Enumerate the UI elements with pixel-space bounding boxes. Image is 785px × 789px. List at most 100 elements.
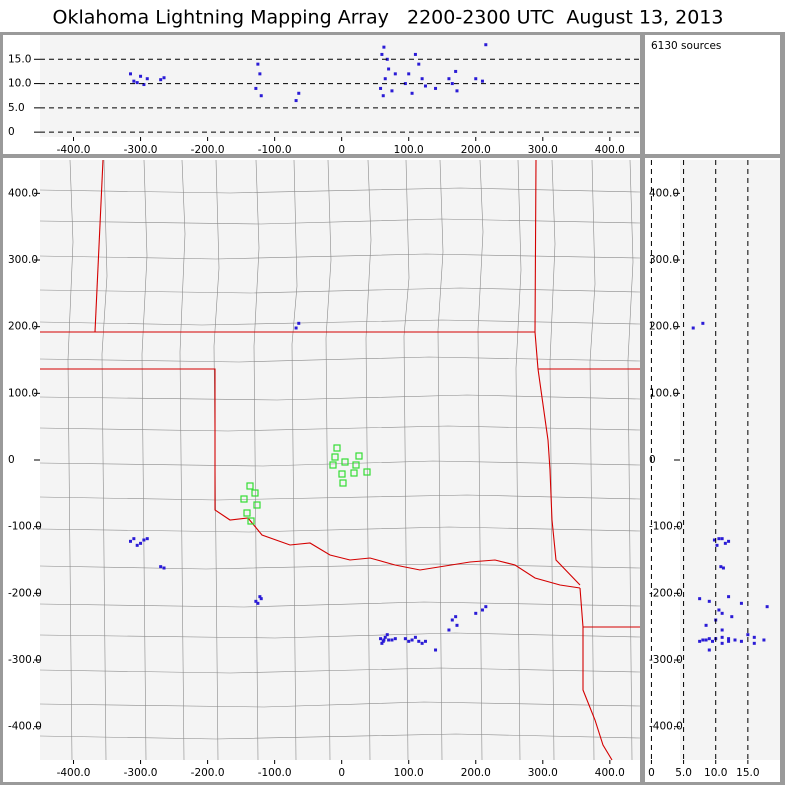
county-line	[39, 494, 641, 501]
source-xz	[410, 91, 414, 95]
station	[341, 458, 349, 466]
station	[331, 453, 339, 461]
county-line	[39, 218, 641, 225]
source-plan	[447, 628, 451, 632]
source-xz	[258, 72, 262, 76]
source-xz	[381, 94, 385, 98]
source-zy	[739, 601, 743, 605]
source-xz	[256, 62, 260, 66]
station	[363, 468, 371, 476]
county-line	[179, 159, 186, 761]
source-zy	[698, 639, 702, 643]
source-plan	[385, 633, 389, 637]
county-line	[67, 159, 74, 761]
x-tick-label: 200.0	[461, 144, 491, 156]
source-zy	[701, 638, 705, 642]
source-zy	[765, 605, 769, 609]
source-zy	[707, 637, 711, 641]
source-xz	[159, 78, 163, 82]
source-xz	[162, 76, 166, 80]
source-zy	[704, 623, 708, 627]
station	[247, 517, 255, 525]
alt-tick-label: 10.0	[704, 767, 727, 779]
source-zy	[720, 641, 724, 645]
source-xz	[450, 82, 454, 86]
source-xz	[407, 72, 411, 76]
source-xz	[417, 62, 421, 66]
x-tick-label: -400.0	[57, 144, 91, 156]
source-zy	[720, 611, 724, 615]
source-xz	[385, 57, 389, 61]
x-tick-label: -300.0	[124, 767, 158, 779]
source-plan	[413, 635, 417, 639]
source-plan	[420, 641, 424, 645]
county-line	[477, 159, 484, 761]
station	[350, 469, 358, 477]
source-plan	[294, 326, 298, 330]
county-line	[403, 159, 410, 761]
station	[352, 461, 360, 469]
source-zy	[730, 615, 734, 619]
source-zy	[746, 633, 750, 637]
y-tick-label: -300.0	[649, 654, 683, 666]
source-zy	[752, 635, 756, 639]
source-xz	[129, 72, 133, 76]
source-plan	[407, 639, 411, 643]
source-zy	[727, 595, 731, 599]
x-tick-label: 200.0	[461, 767, 491, 779]
source-plan	[393, 637, 397, 641]
source-plan	[259, 597, 263, 601]
source-xz	[474, 77, 478, 81]
station	[251, 489, 259, 497]
border	[94, 159, 104, 333]
alt-tick-label: 0	[648, 767, 655, 779]
station	[253, 501, 261, 509]
source-plan	[132, 537, 136, 541]
source-zy	[720, 537, 724, 541]
source-xz	[423, 84, 427, 88]
source-plan	[383, 635, 387, 639]
source-xz	[387, 67, 391, 71]
alt-tick-label: 15.0	[8, 53, 31, 65]
county-line	[627, 159, 634, 761]
source-zy	[723, 541, 727, 545]
alt-tick-label: 5.0	[675, 767, 692, 779]
info-panel	[645, 35, 780, 154]
source-plan	[379, 637, 383, 641]
source-plan	[474, 611, 478, 615]
source-plan	[135, 543, 139, 547]
station	[355, 452, 363, 460]
source-xz	[380, 52, 384, 56]
y-tick-label: -400.0	[649, 721, 683, 733]
source-zy	[707, 648, 711, 652]
source-zy	[704, 638, 708, 642]
source-zy	[711, 639, 714, 643]
county-line	[39, 394, 641, 401]
source-xz	[379, 86, 383, 90]
source-zy	[721, 566, 725, 570]
source-xz	[420, 77, 424, 81]
x-tick-label: -300.0	[124, 144, 158, 156]
source-zy	[727, 639, 731, 643]
source-plan	[403, 637, 407, 641]
source-xz	[447, 77, 451, 81]
right-plot-area	[680, 160, 780, 760]
x-tick-label: -100.0	[258, 767, 292, 779]
source-xz	[480, 79, 484, 83]
county-line	[365, 159, 372, 761]
source-plan	[145, 537, 149, 541]
county-line	[39, 526, 641, 533]
source-xz	[259, 94, 263, 98]
source-plan	[410, 638, 414, 642]
station	[333, 444, 341, 452]
x-tick-label: 400.0	[595, 144, 625, 156]
source-zy	[727, 637, 731, 641]
county-line	[39, 563, 641, 570]
source-plan	[142, 538, 146, 542]
x-tick-label: 0	[338, 144, 345, 156]
source-xz	[297, 91, 301, 95]
source-plan	[162, 566, 166, 570]
source-plan	[417, 639, 421, 643]
x-tick-label: 300.0	[528, 767, 558, 779]
county-line	[39, 425, 641, 432]
